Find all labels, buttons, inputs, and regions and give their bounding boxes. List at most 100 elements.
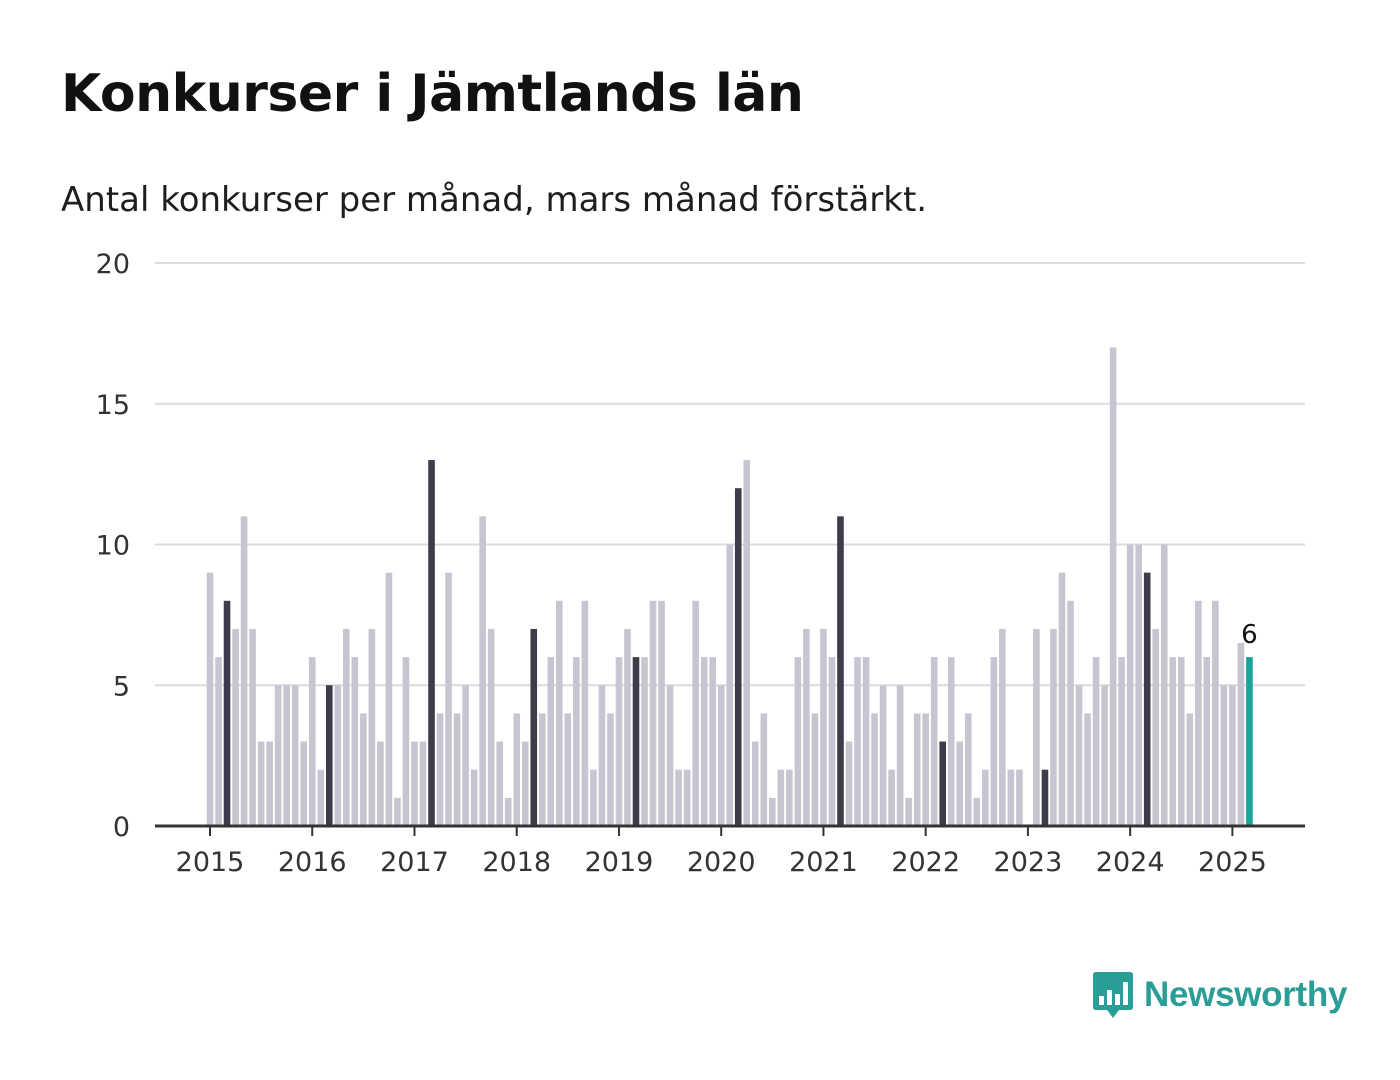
- bar: [1058, 572, 1066, 826]
- bar: [402, 657, 410, 826]
- bar: [453, 713, 461, 826]
- bar: [411, 741, 418, 826]
- bar: [982, 769, 989, 826]
- bar: [700, 657, 708, 826]
- bar: [274, 685, 282, 826]
- chart-subtitle: Antal konkurser per månad, mars månad fö…: [61, 180, 928, 220]
- bar: [675, 769, 682, 826]
- bar: [1220, 685, 1228, 826]
- y-tick-label: 5: [113, 671, 130, 702]
- bar: [905, 797, 912, 826]
- y-tick-label: 15: [96, 390, 130, 421]
- brand-name: Newsworthy: [1144, 975, 1348, 1014]
- bar: [394, 797, 401, 826]
- bar: [590, 769, 597, 826]
- bar: [947, 657, 955, 826]
- bar: [300, 741, 308, 826]
- y-tick-label: 20: [96, 249, 130, 280]
- bar: [1092, 657, 1100, 826]
- bar: [658, 600, 665, 826]
- bar: [487, 628, 495, 826]
- bar: [215, 657, 222, 826]
- bar: [964, 713, 972, 826]
- bar: [1169, 657, 1177, 826]
- bar: [692, 600, 699, 826]
- bar: [504, 797, 512, 826]
- y-tick-label: 0: [113, 812, 130, 843]
- bar: [573, 657, 580, 826]
- bar: [751, 741, 759, 826]
- bar: [308, 657, 316, 826]
- bar: [999, 628, 1006, 826]
- bar: [1007, 769, 1015, 826]
- bar: [232, 628, 239, 826]
- bar: [530, 628, 538, 826]
- bar: [820, 628, 827, 826]
- bar: [538, 713, 546, 826]
- bar: [479, 516, 486, 826]
- bar: [1143, 572, 1151, 826]
- bar: [641, 657, 648, 826]
- bar: [351, 657, 359, 826]
- bar: [888, 769, 895, 826]
- bar: [419, 741, 427, 826]
- bar: [930, 657, 938, 826]
- bar: [1152, 628, 1160, 826]
- bar: [343, 628, 350, 826]
- bar: [726, 544, 734, 826]
- bar: [598, 685, 606, 826]
- bar: [1075, 685, 1083, 826]
- bar: [1033, 628, 1040, 826]
- bar: [607, 713, 614, 826]
- bar: [547, 657, 555, 826]
- bar: [769, 797, 776, 826]
- bar: [760, 713, 768, 826]
- bar: [879, 685, 887, 826]
- bar: [445, 572, 452, 826]
- bar: [1135, 544, 1142, 826]
- bar: [896, 685, 904, 826]
- bar: [683, 769, 691, 826]
- bar: [1186, 713, 1194, 826]
- bar: [990, 657, 998, 826]
- bar: [632, 657, 640, 826]
- bar: [854, 657, 861, 826]
- bar: [325, 685, 333, 826]
- bar: [1109, 347, 1117, 826]
- bar: [717, 685, 725, 826]
- newsworthy-logo: Newsworthy: [1092, 970, 1347, 1020]
- bar: [206, 572, 214, 826]
- x-tick-label: 2016: [278, 847, 347, 878]
- bar: [862, 657, 870, 826]
- bar: [624, 628, 631, 826]
- bar: [249, 628, 256, 826]
- bar: [1101, 685, 1108, 826]
- x-tick-label: 2025: [1198, 847, 1267, 878]
- x-tick-label: 2022: [891, 847, 960, 878]
- bar: [666, 685, 674, 826]
- x-tick-label: 2018: [482, 847, 551, 878]
- bar: [794, 657, 802, 826]
- bar: [803, 628, 810, 826]
- x-tick-label: 2023: [994, 847, 1063, 878]
- bar: [240, 516, 248, 826]
- x-tick-label: 2019: [585, 847, 654, 878]
- bar: [1237, 643, 1245, 826]
- data-label: 6: [1241, 620, 1258, 650]
- bar: [786, 769, 793, 826]
- bar: [922, 713, 929, 826]
- bar-chart-speech-bubble-icon: [1093, 972, 1133, 1018]
- bar: [377, 741, 384, 826]
- bar: [428, 460, 435, 826]
- bar: [1084, 713, 1091, 826]
- bar: [556, 600, 563, 826]
- bar: [956, 741, 964, 826]
- bar: [777, 769, 785, 826]
- bar: [496, 741, 503, 826]
- bar: [1041, 769, 1049, 826]
- bar: [1067, 600, 1074, 826]
- bar: [939, 741, 947, 826]
- bar: [266, 741, 273, 826]
- bar: [317, 769, 325, 826]
